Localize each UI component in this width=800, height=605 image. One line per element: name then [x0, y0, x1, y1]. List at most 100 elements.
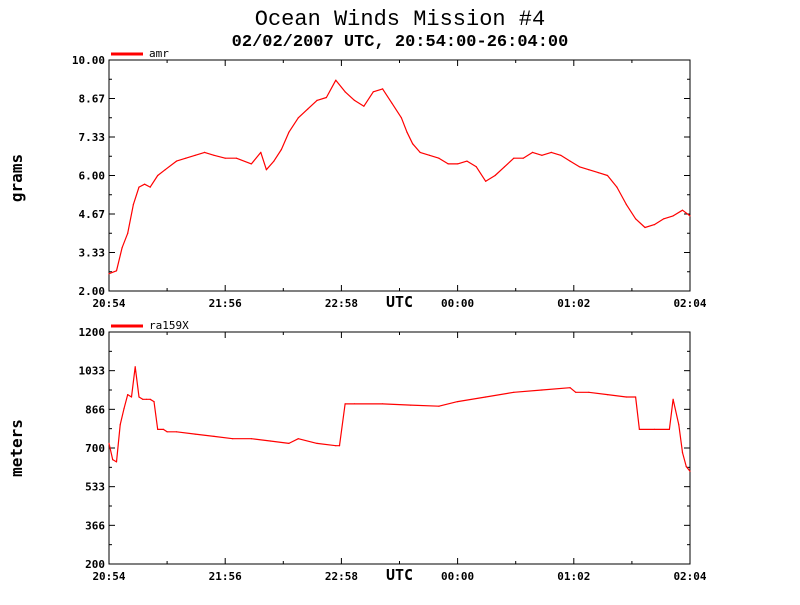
data-point [164, 169, 166, 171]
data-point [363, 105, 365, 107]
data-point [157, 428, 159, 430]
data-point [503, 166, 506, 168]
data-point [678, 424, 680, 426]
data-point [685, 466, 687, 468]
data-point [153, 401, 155, 403]
data-point [625, 396, 627, 398]
data-point [288, 131, 290, 133]
x-tick-label: 20:54 [92, 570, 125, 583]
y-tick-label: 4.67 [79, 208, 106, 221]
plot-frame [108, 59, 691, 292]
data-point [457, 401, 459, 403]
data-point [108, 442, 110, 444]
data-point [119, 424, 121, 426]
data-point [232, 438, 234, 440]
data-point [616, 186, 618, 188]
data-point [560, 154, 562, 156]
x-tick-label: 02:04 [673, 570, 706, 583]
data-point [588, 391, 590, 393]
x-tick-label: 02:04 [673, 297, 706, 310]
data-point [550, 151, 552, 153]
data-point [485, 396, 487, 398]
data-point [653, 224, 656, 226]
data-point [400, 117, 402, 119]
data-point [466, 160, 468, 162]
data-point [672, 398, 674, 400]
data-point [338, 445, 341, 447]
data-point [134, 366, 136, 368]
data-point [269, 440, 271, 442]
chart-subtitle: 02/02/2007 UTC, 20:54:00-26:04:00 [232, 33, 569, 52]
x-tick-label: 21:56 [209, 297, 242, 310]
data-point [541, 154, 543, 156]
data-point [438, 405, 440, 407]
x-axis-label: UTC [386, 566, 413, 584]
data-point [138, 396, 140, 398]
data-point [280, 148, 282, 151]
x-tick-label: 20:54 [92, 297, 125, 310]
y-tick-label: 10.00 [72, 54, 105, 67]
data-point [457, 163, 459, 165]
data-point [175, 431, 178, 433]
data-point [344, 91, 346, 93]
data-point [112, 459, 114, 461]
data-point [681, 209, 684, 211]
data-point [316, 99, 318, 101]
data-point [606, 394, 609, 396]
x-tick-label: 22:58 [325, 570, 358, 583]
y-tick-label: 866 [85, 403, 105, 416]
data-point [575, 391, 577, 393]
y-tick-label: 6.00 [79, 170, 106, 183]
data-point [142, 398, 144, 400]
data-point [513, 157, 515, 159]
data-point [316, 442, 318, 444]
data-point [447, 163, 449, 165]
y-tick-label: 700 [85, 442, 105, 455]
data-point [108, 273, 110, 275]
data-point [513, 391, 515, 393]
data-point [438, 157, 440, 159]
data-point [663, 218, 665, 220]
data-point [353, 403, 356, 405]
ra159x-panel: 200 366 533 700 866 1033 1200 20:54 21:56 22:58 00… [7, 319, 707, 584]
data-point [635, 218, 637, 220]
data-point [672, 215, 674, 217]
data-point [681, 452, 684, 454]
data-point [391, 102, 393, 104]
data-point [260, 151, 262, 153]
y-tick-label: 200 [85, 558, 105, 571]
data-point [569, 160, 571, 162]
data-point [625, 203, 627, 205]
data-point [213, 154, 215, 156]
data-point [668, 428, 671, 430]
data-point [494, 174, 496, 177]
data-point [127, 394, 129, 396]
data-point [325, 96, 327, 99]
data-point [175, 160, 178, 162]
data-point [204, 151, 206, 153]
data-point [250, 163, 252, 165]
data-point [412, 143, 414, 145]
data-point [115, 461, 118, 463]
chart-title: Ocean Winds Mission #4 [255, 7, 545, 32]
x-tick-label: 01:02 [557, 297, 590, 310]
data-point [653, 428, 656, 430]
y-tick-label: 1200 [79, 326, 106, 339]
data-point [335, 79, 337, 81]
data-point [635, 396, 637, 398]
data-point [132, 203, 134, 205]
y-axis-label: grams [7, 154, 26, 202]
data-point [689, 470, 691, 472]
y-tick-label: 533 [85, 481, 105, 494]
data-point [130, 396, 133, 398]
data-point [372, 91, 374, 93]
data-point [606, 174, 609, 177]
y-tick-label: 366 [85, 519, 105, 532]
series-line-amr [108, 79, 691, 275]
data-point [162, 428, 164, 430]
series-line-ra159x [108, 366, 691, 472]
data-point [185, 157, 187, 159]
x-tick-label: 21:56 [209, 570, 242, 583]
data-point [194, 433, 196, 435]
